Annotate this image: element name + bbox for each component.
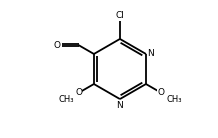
Text: N: N — [148, 49, 154, 59]
Text: O: O — [75, 88, 82, 97]
Text: O: O — [158, 88, 165, 97]
Text: CH₃: CH₃ — [166, 95, 182, 104]
Text: N: N — [117, 101, 123, 110]
Text: O: O — [53, 41, 60, 50]
Text: Cl: Cl — [116, 10, 124, 20]
Text: CH₃: CH₃ — [58, 95, 74, 104]
